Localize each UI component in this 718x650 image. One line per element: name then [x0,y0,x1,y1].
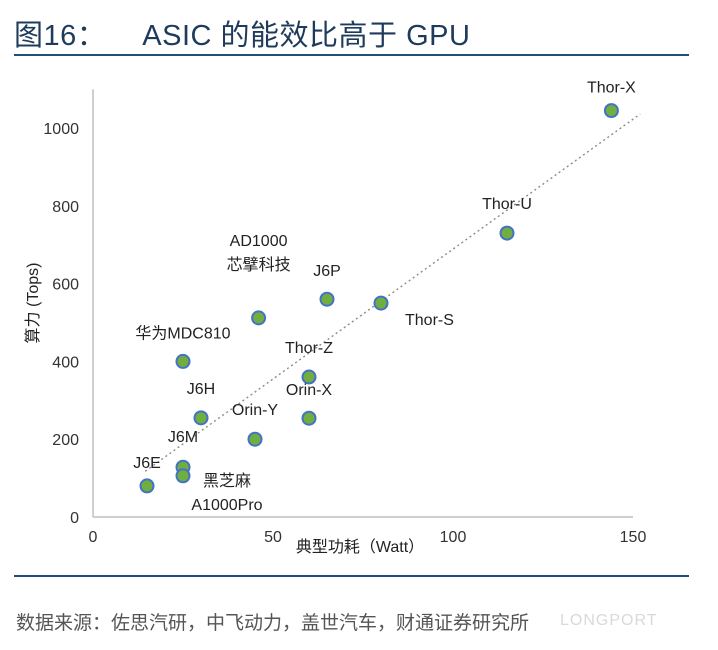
x-tick-label: 100 [440,529,467,546]
x-axis-label: 典型功耗（Watt） [296,538,424,556]
point-label: Orin-X [286,382,333,399]
y-tick-label: 0 [70,510,79,527]
point-label: Thor-S [405,312,454,329]
y-tick-label: 1000 [43,121,79,138]
scatter-chart: 0 50 100 150 0 200 400 600 800 1000 典型功耗（Watt） 算力 (… [23,80,647,556]
data-point [193,410,209,426]
x-tick-label: 150 [620,529,647,546]
data-point [175,353,191,369]
point-label: Thor-U [482,196,532,213]
point-label: 华为MDC810 [135,324,230,342]
trendline [144,113,641,472]
data-point [301,369,317,385]
point-label: A1000Pro [191,497,262,514]
point-label: Thor-X [587,80,636,97]
data-point [139,478,155,494]
y-tick-label: 400 [52,354,79,371]
point-label: J6M [168,429,198,446]
point-label: 芯擘科技 [227,256,291,274]
point-label: 黑芝麻 [203,472,251,490]
point-label: AD1000 [230,233,288,250]
y-tick-label: 800 [52,199,79,216]
watermark-logo: LONGPORT [560,612,658,629]
data-point [175,468,191,484]
data-point [373,295,389,311]
data-point [251,310,267,326]
figure-number: 图16： [14,20,107,52]
x-tick-label: 50 [264,529,282,546]
point-label: J6P [313,263,341,280]
y-tick-label: 600 [52,277,79,294]
x-tick-label: 0 [89,529,98,546]
data-point [301,410,317,426]
data-point [603,103,619,119]
source-note: 数据来源：佐思汽研，中飞动力，盖世汽车，财通证券研究所 [16,613,530,634]
point-label: J6H [187,381,215,398]
data-point [319,291,335,307]
figure-title: ASIC 的能效比高于 GPU [142,20,471,52]
point-label: Thor-Z [285,340,333,357]
data-point [499,225,515,241]
data-point [247,431,263,447]
page-title: 图16： ASIC 的能效比高于 GPU [14,12,470,54]
y-axis-label: 算力 (Tops) [23,263,42,344]
point-label: Orin-Y [232,402,279,419]
y-tick-label: 200 [52,432,79,449]
footer-divider [14,575,689,577]
title-divider [14,54,689,56]
point-label: J6E [133,455,161,472]
